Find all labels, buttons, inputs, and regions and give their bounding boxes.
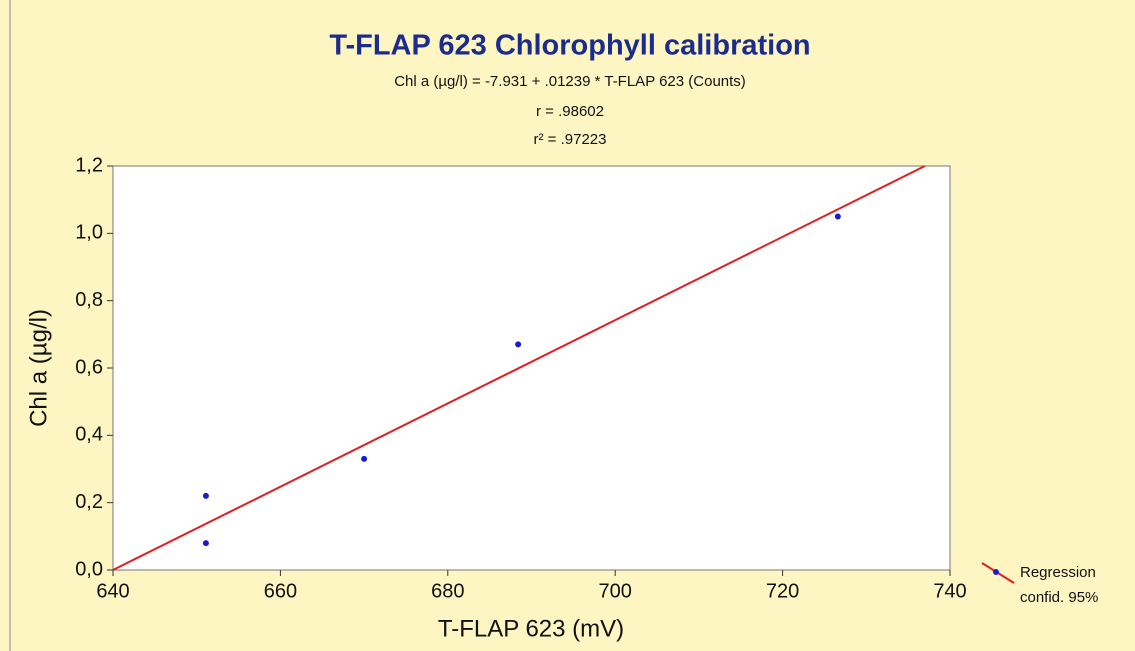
x-tick-label: 640 xyxy=(96,580,129,602)
x-tick-label: 660 xyxy=(264,580,297,602)
data-point xyxy=(202,492,209,499)
subtitle: r = .98602 xyxy=(536,103,604,120)
legend-label: Regression xyxy=(1020,564,1096,581)
y-tick-label: 1,0 xyxy=(75,222,103,244)
y-tick-label: 1,2 xyxy=(75,154,103,176)
data-point xyxy=(361,455,368,462)
legend-point xyxy=(993,569,999,575)
subtitle: Chl a (µg/l) = -7.931 + .01239 * T-FLAP … xyxy=(394,73,746,90)
x-axis-label: T-FLAP 623 (mV) xyxy=(438,615,624,642)
y-tick-label: 0,4 xyxy=(75,424,103,446)
y-tick-label: 0,2 xyxy=(75,491,103,513)
subtitle: r² = .97223 xyxy=(534,131,607,148)
x-tick-label: 740 xyxy=(933,580,966,602)
x-tick-label: 700 xyxy=(599,580,632,602)
data-point xyxy=(202,540,209,547)
data-point xyxy=(834,213,841,220)
legend-label: confid. 95% xyxy=(1020,589,1098,606)
data-point xyxy=(515,341,522,348)
chart-title: T-FLAP 623 Chlorophyll calibration xyxy=(329,30,810,62)
plot-area xyxy=(112,165,951,571)
regression-line xyxy=(112,165,926,571)
y-tick-label: 0,6 xyxy=(75,356,103,378)
x-tick-label: 720 xyxy=(766,580,799,602)
y-tick-label: 0,0 xyxy=(75,558,103,580)
y-axis-label: Chl a (µg/l) xyxy=(25,309,52,427)
y-tick-label: 0,8 xyxy=(75,289,103,311)
x-tick-label: 680 xyxy=(431,580,464,602)
